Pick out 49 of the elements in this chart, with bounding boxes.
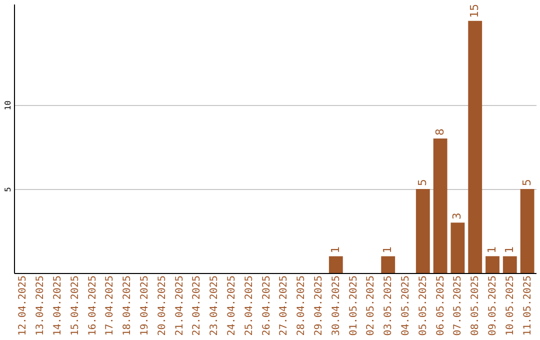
data-label: 1	[381, 246, 394, 254]
data-label: 1	[502, 246, 516, 254]
x-tick-label: 03.05.2025	[383, 276, 394, 336]
x-tick-label: 09.05.2025	[488, 276, 498, 336]
x-tick-label: 07.05.2025	[452, 276, 464, 336]
data-label: 1	[486, 246, 498, 254]
x-tick-label: 02.05.2025	[366, 276, 377, 336]
data-label: 1	[328, 246, 342, 254]
x-tick-label: 26.04.2025	[261, 276, 272, 336]
x-tick-label: 24.04.2025	[226, 276, 238, 336]
x-tick-label: 29.04.2025	[314, 276, 324, 336]
x-tick-label: 10.05.2025	[504, 276, 516, 336]
data-label: 8	[433, 128, 446, 136]
bar	[328, 256, 343, 273]
bar	[416, 188, 430, 273]
x-tick-label: 05.05.2025	[418, 276, 429, 336]
x-tick-label: 18.04.2025	[122, 276, 134, 336]
x-tick-label: 19.04.2025	[140, 276, 150, 336]
data-label: 5	[520, 178, 534, 186]
x-tick-label: 28.04.2025	[296, 276, 308, 336]
x-tick-label: 21.04.2025	[174, 276, 186, 336]
data-label: 3	[450, 212, 464, 220]
x-tick-label: 25.04.2025	[244, 276, 255, 336]
x-tick-label: 01.05.2025	[348, 276, 360, 336]
bar	[502, 256, 517, 273]
bar	[520, 188, 534, 273]
x-tick-label: 30.04.2025	[330, 276, 342, 336]
x-tick-label: 22.04.2025	[192, 276, 203, 336]
x-tick-label: 27.04.2025	[278, 276, 290, 336]
data-label: 15	[468, 4, 482, 18]
x-tick-label: 12.04.2025	[18, 276, 29, 336]
bar	[433, 138, 448, 273]
x-tick-label: 15.04.2025	[70, 276, 81, 336]
x-tick-label: 17.04.2025	[104, 276, 116, 336]
x-tick-label: 20.04.2025	[156, 276, 168, 336]
bar	[486, 256, 500, 273]
x-tick-label: 08.05.2025	[470, 276, 482, 336]
y-tick-label: 10	[4, 100, 12, 110]
x-tick-label: 16.04.2025	[87, 276, 98, 336]
x-tick-label: 13.04.2025	[35, 276, 46, 336]
x-tick-label: 14.04.2025	[52, 276, 64, 336]
x-tick-label: 23.04.2025	[209, 276, 220, 336]
data-label: 5	[416, 178, 429, 186]
x-tick-label: 04.05.2025	[400, 276, 412, 336]
bar	[381, 256, 396, 273]
x-tick-label: 06.05.2025	[435, 276, 446, 336]
x-tick-label: 11.05.2025	[522, 276, 534, 336]
bar	[450, 222, 465, 273]
bar	[468, 20, 482, 273]
